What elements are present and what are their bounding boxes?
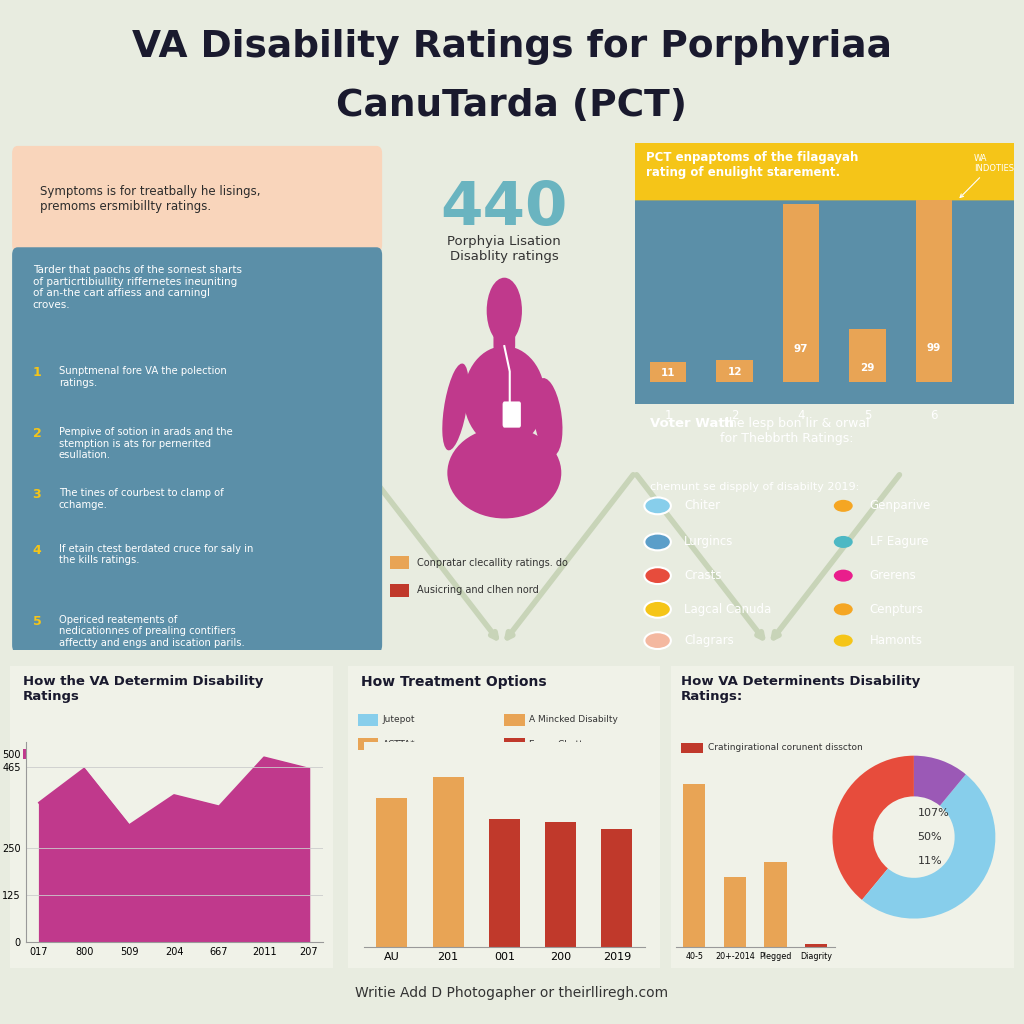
Text: 50%: 50% bbox=[918, 833, 942, 842]
Wedge shape bbox=[862, 774, 995, 919]
Circle shape bbox=[644, 567, 671, 584]
Circle shape bbox=[834, 603, 853, 615]
Text: Lurgincs: Lurgincs bbox=[684, 536, 733, 549]
Text: the lesp bon lir & orwal
for Thebbrth Ratings:: the lesp bon lir & orwal for Thebbrth Ra… bbox=[720, 417, 869, 444]
Text: LF Eagure: LF Eagure bbox=[869, 536, 929, 549]
Text: 2: 2 bbox=[33, 427, 41, 440]
Text: Voter Wath: Voter Wath bbox=[650, 417, 734, 430]
Text: 5: 5 bbox=[33, 614, 41, 628]
Bar bbox=[545, 822, 577, 947]
Text: WA
INDOTIES: WA INDOTIES bbox=[961, 154, 1014, 198]
Ellipse shape bbox=[447, 427, 561, 518]
Text: 99: 99 bbox=[927, 343, 941, 353]
Text: PCT enpaptoms of the filagayah
rating of enulight starement.: PCT enpaptoms of the filagayah rating of… bbox=[646, 152, 858, 179]
Text: Grerens: Grerens bbox=[869, 569, 916, 582]
Text: Crasts: Crasts bbox=[684, 569, 722, 582]
Wedge shape bbox=[913, 756, 966, 806]
Bar bbox=[432, 777, 464, 947]
Text: Jutepot: Jutepot bbox=[383, 716, 415, 724]
Bar bbox=[390, 585, 410, 597]
Bar bbox=[650, 362, 686, 382]
Text: 1: 1 bbox=[33, 367, 41, 379]
Ellipse shape bbox=[532, 378, 562, 456]
Text: Cratingirational corunent disscton: Cratingirational corunent disscton bbox=[709, 743, 863, 753]
Text: Sunptmenal fore VA the polection
ratings.: Sunptmenal fore VA the polection ratings… bbox=[58, 367, 226, 388]
Circle shape bbox=[644, 534, 671, 550]
Circle shape bbox=[834, 569, 853, 582]
Wedge shape bbox=[0, 136, 1024, 201]
Text: How VA Determinents Disability
Ratings:: How VA Determinents Disability Ratings: bbox=[681, 675, 921, 702]
Wedge shape bbox=[833, 756, 913, 900]
Ellipse shape bbox=[464, 346, 545, 447]
Text: 107%: 107% bbox=[918, 808, 949, 818]
Text: VA Disability Ratings for Porphyriaa: VA Disability Ratings for Porphyriaa bbox=[132, 29, 892, 65]
Text: chemunt se dispply of disabilty 2019:: chemunt se dispply of disabilty 2019: bbox=[650, 482, 859, 492]
Bar bbox=[717, 360, 753, 382]
Text: Hamonts: Hamonts bbox=[869, 634, 923, 647]
Text: Symptoms is for treatbally he lisings,
premoms ersmibillty ratings.: Symptoms is for treatbally he lisings, p… bbox=[40, 185, 261, 213]
Bar bbox=[764, 861, 786, 947]
Text: 11%: 11% bbox=[918, 856, 942, 866]
Text: If etain ctest berdated cruce for saly in
the kills ratings.: If etain ctest berdated cruce for saly i… bbox=[58, 544, 253, 565]
Bar bbox=[849, 329, 886, 382]
Text: Writie Add D Photogapher or theirlliregh.com: Writie Add D Photogapher or theirlliregh… bbox=[355, 986, 669, 1000]
Bar bbox=[683, 783, 706, 947]
Text: Clagrars: Clagrars bbox=[684, 634, 734, 647]
Text: Cenpturs: Cenpturs bbox=[869, 603, 924, 615]
Bar bbox=[505, 714, 524, 726]
Text: 12: 12 bbox=[727, 368, 741, 377]
Text: The tines of courbest to clamp of
cchamge.: The tines of courbest to clamp of cchamg… bbox=[58, 488, 223, 510]
Bar bbox=[915, 201, 952, 382]
Bar bbox=[488, 819, 520, 947]
Text: 4: 4 bbox=[33, 544, 41, 557]
Bar bbox=[505, 738, 524, 751]
Circle shape bbox=[834, 536, 853, 548]
Bar bbox=[782, 204, 819, 382]
FancyBboxPatch shape bbox=[12, 145, 382, 252]
Circle shape bbox=[644, 632, 671, 649]
Text: Exper Chattes: Exper Chattes bbox=[529, 739, 593, 749]
Text: ACTTA*: ACTTA* bbox=[383, 739, 416, 749]
FancyBboxPatch shape bbox=[12, 247, 382, 652]
FancyBboxPatch shape bbox=[503, 401, 520, 427]
Text: Genparive: Genparive bbox=[869, 500, 931, 512]
Text: 11: 11 bbox=[660, 368, 676, 378]
Bar bbox=[377, 798, 408, 947]
Text: How the VA Determim Disability
Ratings: How the VA Determim Disability Ratings bbox=[24, 675, 263, 702]
Text: Porphyia Lisation
Disablity ratings: Porphyia Lisation Disablity ratings bbox=[447, 234, 561, 262]
Text: Chiter: Chiter bbox=[684, 500, 720, 512]
FancyBboxPatch shape bbox=[494, 310, 515, 351]
Bar bbox=[24, 749, 46, 759]
Text: How Treatment Options: How Treatment Options bbox=[360, 675, 546, 689]
Bar bbox=[805, 944, 827, 947]
Text: Anating warth and disabiital rating: Anating warth and disabiital rating bbox=[52, 750, 222, 759]
Text: 3: 3 bbox=[33, 488, 41, 501]
Circle shape bbox=[834, 635, 853, 646]
Text: Lagcal Canuda: Lagcal Canuda bbox=[684, 603, 771, 615]
Bar bbox=[357, 738, 378, 751]
Bar bbox=[724, 878, 746, 947]
Circle shape bbox=[834, 500, 853, 512]
Bar bbox=[390, 556, 410, 569]
Bar bbox=[357, 714, 378, 726]
Text: Pempive of sotion in arads and the
stemption is ats for pernerited
esullation.: Pempive of sotion in arads and the stemp… bbox=[58, 427, 232, 461]
Text: 97: 97 bbox=[794, 344, 808, 354]
Text: Ausicring and clhen nord: Ausicring and clhen nord bbox=[418, 586, 540, 595]
Text: Tarder that paochs of the sornest sharts
of particrtibiullity riffernetes ineuni: Tarder that paochs of the sornest sharts… bbox=[33, 265, 242, 310]
Circle shape bbox=[644, 601, 671, 617]
Circle shape bbox=[486, 278, 522, 344]
Bar bbox=[681, 742, 703, 754]
Text: Conpratar clecallity ratings. do: Conpratar clecallity ratings. do bbox=[418, 557, 568, 567]
Text: 440: 440 bbox=[440, 179, 568, 238]
Bar bbox=[601, 829, 633, 947]
Text: A Mincked Disabilty: A Mincked Disabilty bbox=[529, 716, 618, 724]
Ellipse shape bbox=[442, 364, 469, 451]
Circle shape bbox=[644, 498, 671, 514]
Text: 29: 29 bbox=[860, 362, 874, 373]
Text: CanuTarda (PCT): CanuTarda (PCT) bbox=[337, 88, 687, 125]
Text: Opericed reatements of
nedicationnes of prealing contifiers
affectty and engs an: Opericed reatements of nedicationnes of … bbox=[58, 614, 245, 648]
